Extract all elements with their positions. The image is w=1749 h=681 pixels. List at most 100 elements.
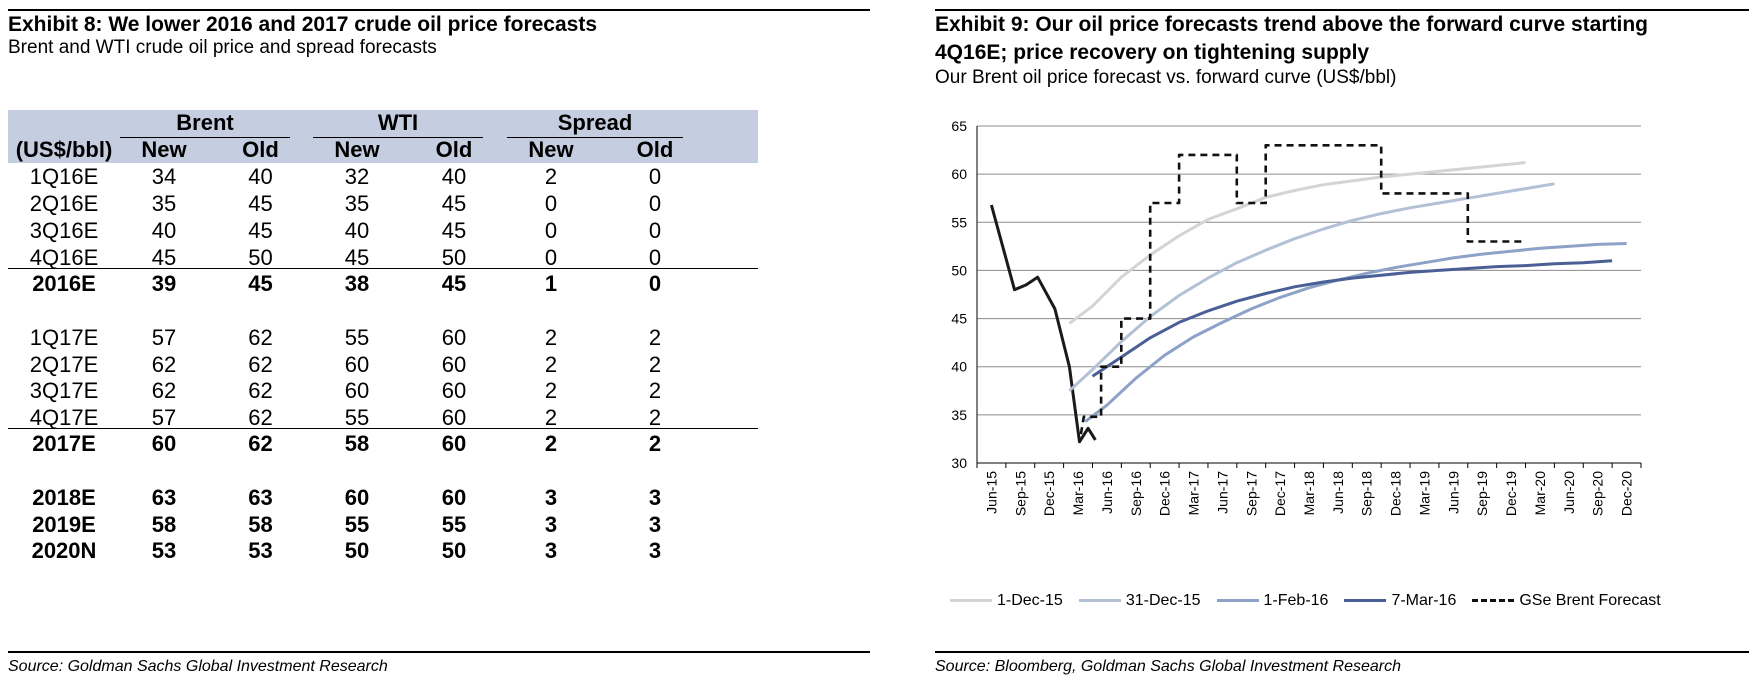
y-tick-label: 35 <box>951 407 967 423</box>
table-cell: 55 <box>344 405 370 430</box>
column-header: (US$/bbl) <box>15 137 113 162</box>
row-label: 4Q17E <box>29 405 99 430</box>
table-cell: 0 <box>648 245 662 270</box>
table-cell: 50 <box>441 538 467 563</box>
table-cell: 0 <box>648 191 662 216</box>
table-cell: 2 <box>544 431 558 456</box>
table-cell: 60 <box>441 431 467 456</box>
table-cell: 60 <box>344 352 370 377</box>
exhibit-9-title-line1: Exhibit 9: Our oil price forecasts trend… <box>935 13 1649 36</box>
subtotal-rule <box>8 268 758 269</box>
table-cell: 40 <box>344 218 370 243</box>
table-cell: 58 <box>248 512 273 537</box>
exhibit-8-source: Source: Goldman Sachs Global Investment … <box>8 658 388 675</box>
table-cell: 57 <box>151 405 177 430</box>
legend-swatch <box>1472 599 1515 603</box>
table-cell: 2 <box>648 431 662 456</box>
table-cell: 35 <box>344 191 370 216</box>
table-cell: 3 <box>544 538 558 563</box>
legend-swatch <box>950 599 992 603</box>
table-cell: 60 <box>151 431 177 456</box>
legend-item: 31-Dec-15 <box>1078 592 1201 610</box>
exhibit-9-subtitle: Our Brent oil price forecast vs. forward… <box>935 67 1397 88</box>
legend-label: 1-Feb-16 <box>1263 592 1329 609</box>
table-cell: 1 <box>544 271 558 296</box>
group-header-brent: Brent <box>176 110 234 135</box>
group-header-spread: Spread <box>557 110 633 135</box>
table-cell: 63 <box>248 485 273 510</box>
table-cell: 3 <box>544 512 558 537</box>
exhibit-9-source: Source: Bloomberg, Goldman Sachs Global … <box>935 658 1402 675</box>
table-cell: 62 <box>151 378 177 403</box>
exhibit-9-panel: Exhibit 9: Our oil price forecasts trend… <box>935 0 1749 681</box>
table-cell: 55 <box>344 512 370 537</box>
series-line-1-dec-15 <box>1068 161 1526 325</box>
x-tick-label: Dec-15 <box>1041 471 1057 516</box>
table-cell: 53 <box>248 538 273 563</box>
table-cell: 45 <box>441 191 467 216</box>
series-line-31-dec-15 <box>1068 182 1555 392</box>
table-cell: 50 <box>441 245 467 270</box>
table-cell: 39 <box>151 271 177 296</box>
table-cell: 2 <box>544 352 558 377</box>
table-cell: 0 <box>544 218 558 243</box>
row-label: 2017E <box>32 431 96 456</box>
table-cell: 45 <box>441 271 467 296</box>
table-cell: 2 <box>648 405 662 430</box>
column-header: New <box>528 137 574 162</box>
table-cell: 62 <box>248 405 273 430</box>
row-label: 2018E <box>32 485 96 510</box>
x-tick-label: Mar-16 <box>1070 471 1086 516</box>
table-cell: 32 <box>344 164 370 189</box>
table-cell: 40 <box>248 164 273 189</box>
legend-item: GSe Brent Forecast <box>1472 592 1661 610</box>
x-tick-label: Mar-20 <box>1532 471 1548 516</box>
y-tick-label: 60 <box>951 166 967 182</box>
x-tick-label: Sep-18 <box>1359 471 1375 516</box>
legend-label: 7-Mar-16 <box>1391 592 1457 609</box>
table-cell: 60 <box>344 485 370 510</box>
table-cell: 62 <box>248 352 273 377</box>
legend-swatch <box>1344 599 1387 603</box>
table-cell: 2 <box>544 405 558 430</box>
brent-forecast-chart: 30 35 40 45 50 55 60 65 Jun-15 Sep-15 Dec-15 Mar-16… <box>951 120 1642 516</box>
table-cell: 45 <box>151 245 177 270</box>
series-line-7-mar-16 <box>1091 259 1613 378</box>
exhibit-9-title-line2: 4Q16E; price recovery on tightening supp… <box>935 41 1370 64</box>
x-tick-label: Jun-16 <box>1099 471 1115 514</box>
table-cell: 34 <box>151 164 177 189</box>
x-tick-label: Mar-19 <box>1416 471 1432 516</box>
x-tick-label: Sep-17 <box>1243 471 1259 516</box>
table-cell: 3 <box>544 485 558 510</box>
table-cell: 45 <box>344 245 370 270</box>
subtotal-rule <box>8 428 758 429</box>
x-tick-label: Dec-17 <box>1272 471 1288 516</box>
row-label: 1Q17E <box>29 325 99 350</box>
table-cell: 60 <box>441 325 467 350</box>
table-cell: 53 <box>151 538 177 563</box>
table-cell: 3 <box>648 512 662 537</box>
top-rule <box>935 9 1749 11</box>
legend-item: 7-Mar-16 <box>1344 592 1456 610</box>
table-cell: 0 <box>648 164 662 189</box>
table-cell: 2 <box>544 378 558 403</box>
table-cell: 57 <box>151 325 177 350</box>
series-line-spot-brent <box>989 204 1097 444</box>
table-cell: 0 <box>648 271 662 296</box>
column-header: Old <box>435 137 473 162</box>
table-cell: 3 <box>648 538 662 563</box>
x-tick-label: Dec-20 <box>1619 471 1635 516</box>
table-cell: 2 <box>648 352 662 377</box>
table-cell: 50 <box>248 245 273 270</box>
row-label: 2Q16E <box>29 191 99 216</box>
table-cell: 38 <box>344 271 370 296</box>
legend-label: 1-Dec-15 <box>997 592 1063 609</box>
legend-label: 31-Dec-15 <box>1125 592 1201 609</box>
group-underline <box>507 137 683 138</box>
column-header: Old <box>242 137 279 162</box>
table-cell: 60 <box>344 378 370 403</box>
table-cell: 2 <box>648 325 662 350</box>
table-cell: 35 <box>151 191 177 216</box>
table-header <box>8 110 758 163</box>
exhibit-9-title: Exhibit 9: Our oil price forecasts trend… <box>935 11 1648 67</box>
